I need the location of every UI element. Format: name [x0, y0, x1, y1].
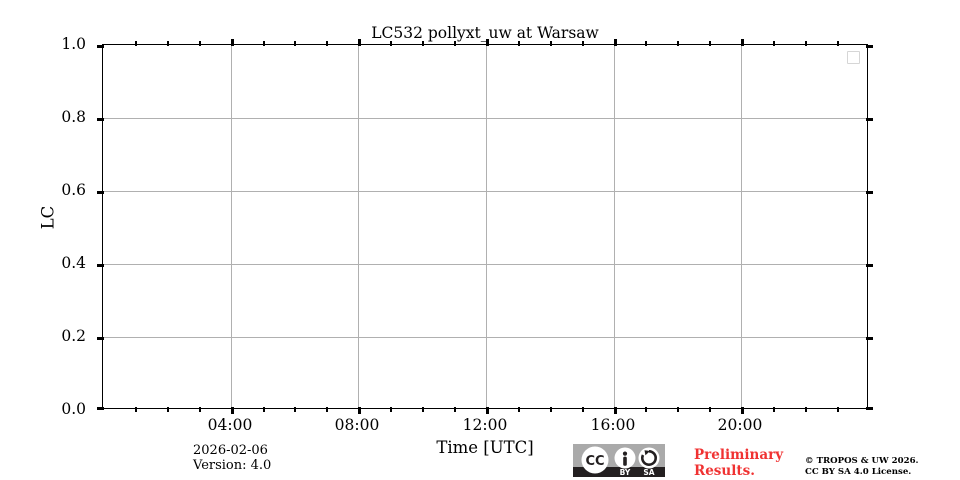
y-tick-mark [97, 191, 104, 194]
x-minor-tick-top [454, 41, 456, 46]
x-minor-tick-top [199, 41, 201, 46]
cc-by-sa-license-icon[interactable]: CC BY SA [573, 444, 665, 477]
y-tick-mark-right [866, 118, 873, 121]
x-minor-tick [199, 407, 201, 412]
date-text: 2026-02-06 [193, 443, 268, 458]
y-tick-mark-right [866, 337, 873, 340]
x-minor-tick-top [550, 41, 552, 46]
y-tick-label: 0.4 [61, 254, 86, 272]
legend-box[interactable] [847, 51, 860, 64]
x-minor-tick [326, 407, 328, 412]
x-tick-label: 20:00 [717, 416, 763, 434]
y-tick-mark-right [866, 407, 873, 410]
x-minor-tick [294, 407, 296, 412]
x-minor-tick-top [582, 41, 584, 46]
x-tick-mark-top [614, 39, 617, 46]
version-text: Version: 4.0 [193, 458, 272, 474]
y-axis-label: LC [38, 205, 58, 230]
x-minor-tick-top [167, 41, 169, 46]
y-tick-mark [97, 407, 104, 410]
x-tick-label: 04:00 [207, 416, 253, 434]
x-minor-tick-top [645, 41, 647, 46]
gridline-horizontal [103, 264, 867, 265]
gridline-vertical [741, 45, 742, 408]
x-minor-tick [422, 407, 424, 412]
x-minor-tick [263, 407, 265, 412]
y-tick-mark [97, 118, 104, 121]
gridline-vertical [614, 45, 615, 408]
x-minor-tick [709, 407, 711, 412]
x-minor-tick-top [326, 41, 328, 46]
y-tick-label: 1.0 [61, 35, 86, 53]
x-tick-mark [358, 407, 361, 414]
cc-sa-text: SA [643, 468, 654, 477]
x-tick-mark-top [486, 39, 489, 46]
x-minor-tick-top [837, 41, 839, 46]
x-minor-tick-top [709, 41, 711, 46]
y-tick-label: 0.8 [61, 108, 86, 126]
cc-logo-text: CC [585, 454, 604, 469]
x-tick-label: 12:00 [462, 416, 508, 434]
copyright-line-2: CC BY SA 4.0 License. [805, 467, 912, 478]
gridline-horizontal [103, 337, 867, 338]
y-tick-mark-right [866, 264, 873, 267]
y-tick-label: 0.6 [61, 181, 86, 199]
x-tick-label: 16:00 [590, 416, 636, 434]
preliminary-results-note: Preliminary Results. [694, 447, 784, 480]
x-minor-tick [454, 407, 456, 412]
page-title: LC532 pollyxt_uw at Warsaw [371, 24, 599, 42]
x-minor-tick-top [135, 41, 137, 46]
x-tick-label: 08:00 [334, 416, 380, 434]
x-tick-mark-top [358, 39, 361, 46]
copyright-line-1: © TROPOS & UW 2026. [805, 456, 919, 466]
preliminary-line-1: Preliminary [694, 447, 784, 463]
gridline-horizontal [103, 118, 867, 119]
copyright-note: © TROPOS & UW 2026. CC BY SA 4.0 License… [805, 456, 919, 479]
y-tick-mark [97, 337, 104, 340]
x-minor-tick [773, 407, 775, 412]
x-minor-tick-top [422, 41, 424, 46]
y-tick-mark-right [866, 45, 873, 48]
x-minor-tick-top [773, 41, 775, 46]
x-minor-tick [677, 407, 679, 412]
x-minor-tick [135, 407, 137, 412]
y-tick-label: 0.0 [61, 400, 86, 418]
gridline-vertical [358, 45, 359, 408]
x-minor-tick-top [263, 41, 265, 46]
gridline-vertical [231, 45, 232, 408]
y-tick-mark [97, 45, 104, 48]
x-axis-label: Time [UTC] [436, 438, 534, 457]
x-minor-tick [805, 407, 807, 412]
x-minor-tick [550, 407, 552, 412]
x-minor-tick [837, 407, 839, 412]
x-minor-tick-top [677, 41, 679, 46]
x-minor-tick [582, 407, 584, 412]
x-minor-tick-top [805, 41, 807, 46]
x-tick-mark [486, 407, 489, 414]
x-minor-tick-top [390, 41, 392, 46]
x-tick-mark-top [741, 39, 744, 46]
x-tick-mark [231, 407, 234, 414]
x-tick-mark [614, 407, 617, 414]
x-minor-tick [390, 407, 392, 412]
gridline-vertical [486, 45, 487, 408]
y-tick-mark [97, 264, 104, 267]
x-minor-tick-top [294, 41, 296, 46]
x-tick-mark-top [231, 39, 234, 46]
date-version-stamp: 2026-02-06 Version: 4.0 [193, 443, 271, 474]
preliminary-line-2: Results. [694, 462, 755, 479]
x-minor-tick [645, 407, 647, 412]
x-minor-tick [518, 407, 520, 412]
y-tick-mark-right [866, 191, 873, 194]
y-tick-label: 0.2 [61, 327, 86, 345]
plot-area[interactable] [97, 39, 873, 414]
cc-by-text: BY [620, 468, 631, 477]
x-minor-tick [167, 407, 169, 412]
x-minor-tick-top [518, 41, 520, 46]
gridline-horizontal [103, 191, 867, 192]
x-tick-mark [741, 407, 744, 414]
